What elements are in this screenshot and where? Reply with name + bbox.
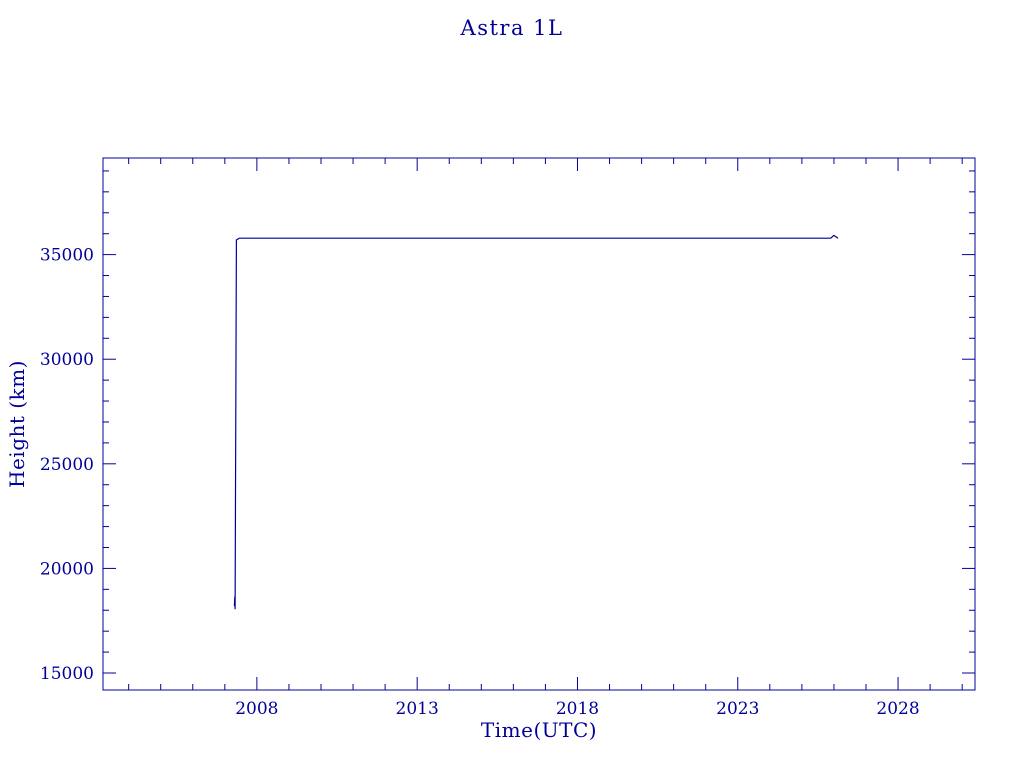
y-tick-label: 30000 [40, 350, 94, 370]
x-tick-label: 2018 [556, 699, 599, 719]
x-tick-label: 2008 [235, 699, 278, 719]
y-tick-label: 25000 [40, 455, 94, 475]
chart-title: Astra 1L [460, 16, 564, 40]
y-tick-label: 15000 [40, 664, 94, 684]
plot-border [102, 157, 976, 691]
y-tick-label: 35000 [40, 246, 94, 266]
x-tick-label: 2028 [876, 699, 919, 719]
x-tick-label: 2013 [396, 699, 439, 719]
y-axis-label: Height (km) [5, 360, 29, 488]
height-series-line [233, 234, 839, 610]
x-tick-label: 2023 [716, 699, 759, 719]
y-tick-label: 20000 [40, 559, 94, 579]
x-axis-label: Time(UTC) [480, 718, 598, 742]
